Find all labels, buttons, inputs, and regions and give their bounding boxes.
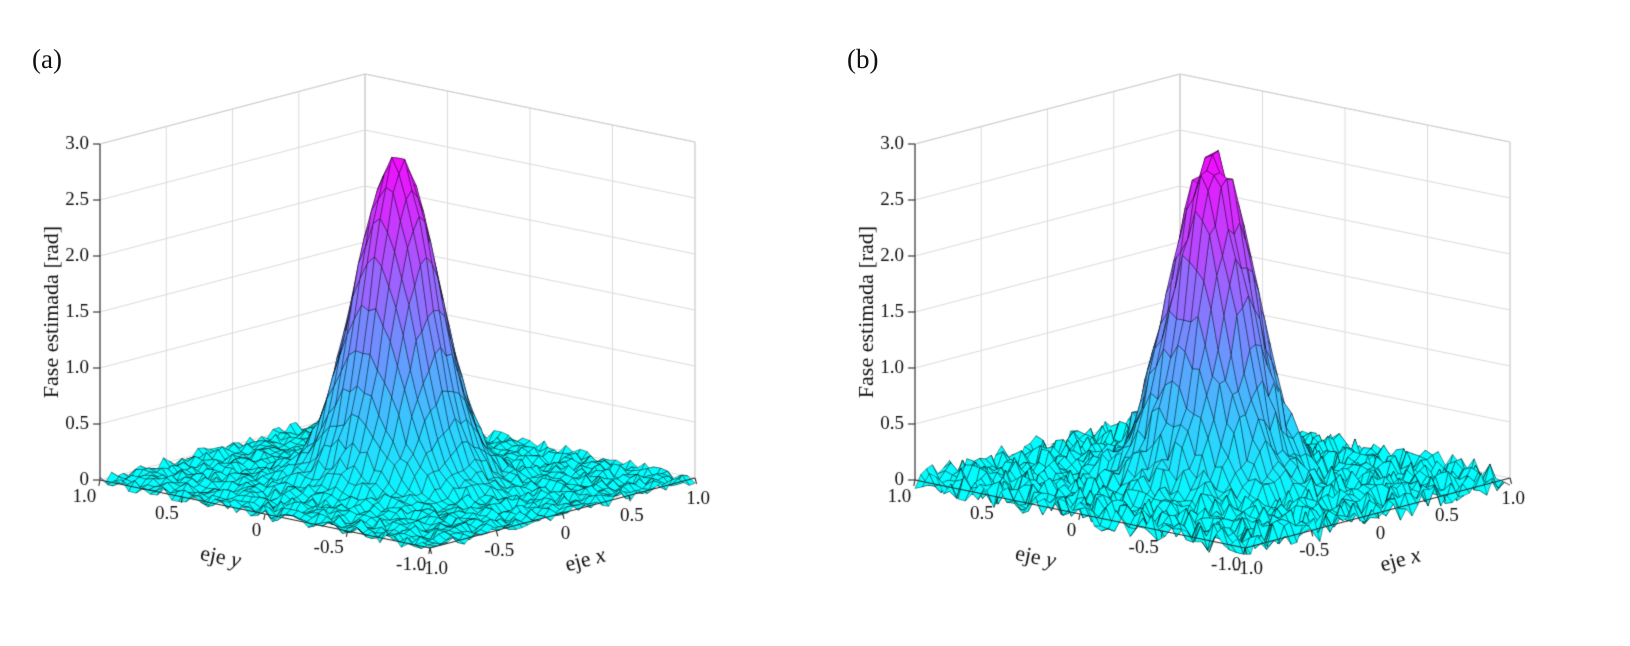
panel-label-a: (a): [32, 44, 62, 74]
panel-label-b: (b): [847, 44, 879, 74]
panel-a: (a): [0, 0, 815, 646]
surface-plot-canvas-a: [0, 0, 815, 646]
panel-b: (b): [815, 0, 1630, 646]
surface-plot-canvas-b: [815, 0, 1630, 646]
